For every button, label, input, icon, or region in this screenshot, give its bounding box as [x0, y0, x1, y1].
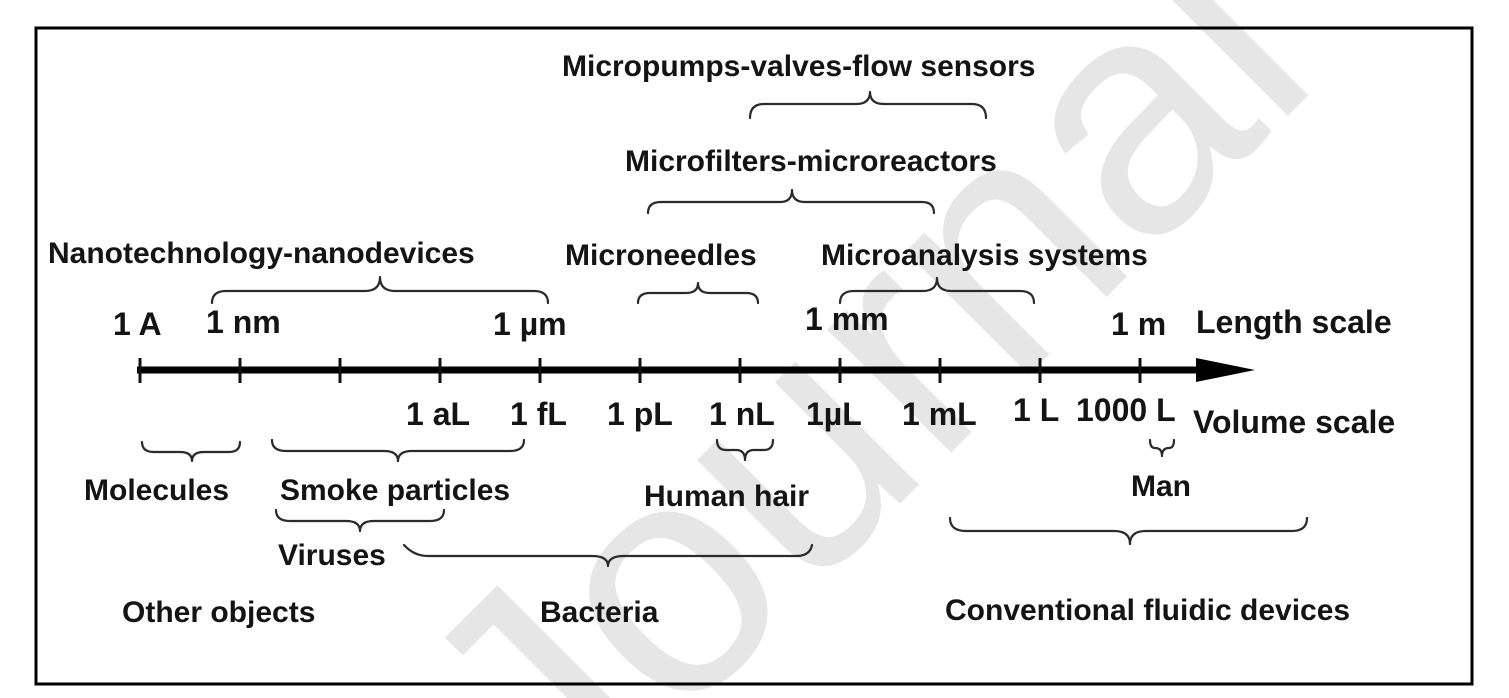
- brace-microfilters: [646, 188, 936, 215]
- label-man: Man: [1131, 470, 1191, 503]
- brace-microneedles: [636, 281, 760, 305]
- label-other-objects: Other objects: [122, 596, 315, 629]
- volume-tick-label: 1 L: [1013, 392, 1059, 428]
- label-human-hair: Human hair: [644, 480, 809, 513]
- brace-micropumps: [748, 90, 988, 120]
- brace-bacteria: [402, 543, 814, 568]
- label-smoke-particles: Smoke particles: [280, 474, 510, 507]
- brace-man: [1148, 438, 1176, 458]
- length-scale-title: Length scale: [1196, 304, 1392, 340]
- length-tick-label: 1 µm: [493, 306, 567, 342]
- label-micropumps: Micropumps-valves-flow sensors: [562, 50, 1035, 83]
- volume-tick-label: 1 aL: [406, 396, 470, 432]
- volume-tick-label: 1000 L: [1076, 392, 1176, 428]
- label-bacteria: Bacteria: [540, 596, 659, 629]
- volume-tick-label: 1 pL: [607, 396, 673, 432]
- brace-human-hair: [715, 438, 775, 462]
- length-tick-label: 1 mm: [805, 301, 889, 337]
- label-viruses: Viruses: [278, 539, 386, 572]
- brace-microanalysis: [838, 276, 1036, 305]
- brace-viruses: [274, 508, 446, 533]
- volume-tick-label: 1 nL: [709, 396, 775, 432]
- label-nanotechnology: Nanotechnology-nanodevices: [48, 237, 475, 270]
- length-tick-label: 1 nm: [206, 304, 281, 340]
- label-microneedles: Microneedles: [565, 239, 757, 272]
- brace-conventional: [948, 516, 1309, 546]
- volume-scale-title: Volume scale: [1193, 404, 1395, 440]
- brace-molecules: [140, 440, 242, 463]
- length-tick-label: 1 m: [1111, 306, 1166, 342]
- brace-nanotechnology: [210, 275, 550, 305]
- length-tick-label: 1 A: [113, 306, 162, 342]
- volume-tick-label: 1 mL: [902, 396, 977, 432]
- scale-axis-arrowhead: [1196, 358, 1255, 382]
- diagram-frame: [34, 26, 1474, 686]
- volume-tick-label: 1 fL: [510, 396, 567, 432]
- label-molecules: Molecules: [84, 474, 229, 507]
- label-microfilters: Microfilters-microreactors: [625, 145, 997, 178]
- brace-smoke-particles: [270, 438, 526, 463]
- label-microanalysis: Microanalysis systems: [821, 239, 1148, 272]
- label-conventional: Conventional fluidic devices: [945, 594, 1350, 627]
- volume-tick-label: 1µL: [806, 396, 862, 432]
